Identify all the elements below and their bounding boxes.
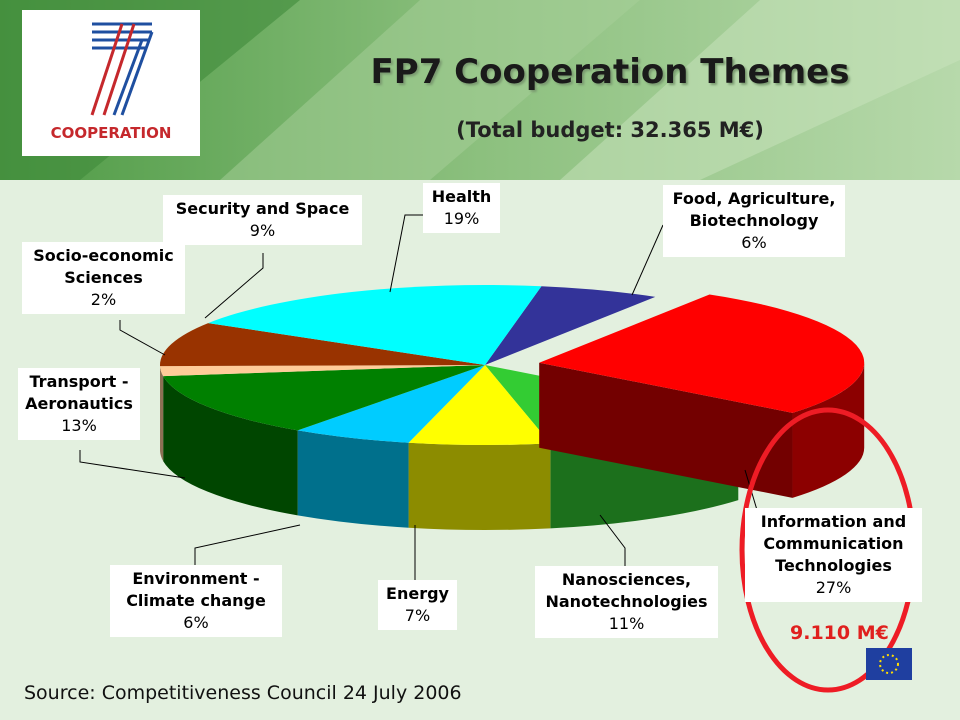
slice-label: Transport - Aeronautics 13% bbox=[18, 368, 140, 440]
value-label: 2% bbox=[90, 290, 117, 309]
slice bbox=[163, 365, 485, 431]
category-label: Socio-economic Sciences bbox=[33, 246, 174, 287]
category-label: Health bbox=[431, 187, 492, 206]
chart-subtitle: (Total budget: 32.365 M€) bbox=[456, 118, 764, 142]
source-note: Source: Competitiveness Council 24 July … bbox=[24, 682, 462, 704]
slice-label: Nanosciences, Nanotechnologies 11% bbox=[535, 566, 718, 638]
value-label: 7% bbox=[404, 606, 431, 625]
slice-label: Environment - Climate change 6% bbox=[110, 565, 282, 637]
leader-line bbox=[194, 524, 301, 565]
value-label: 13% bbox=[61, 416, 97, 435]
category-label: Energy bbox=[386, 584, 449, 603]
pie bbox=[160, 285, 865, 531]
slice-label: Information and Communication Technologi… bbox=[745, 508, 922, 602]
logo: COOPERATION bbox=[22, 10, 200, 156]
leader-line bbox=[204, 253, 264, 319]
slice-side bbox=[408, 442, 551, 531]
slice-label: Health 19% bbox=[423, 183, 500, 233]
category-label: Information and Communication Technologi… bbox=[760, 512, 907, 575]
value-label: 6% bbox=[741, 233, 767, 252]
category-label: Transport - Aeronautics bbox=[25, 372, 133, 413]
slice bbox=[208, 285, 542, 365]
flag bbox=[866, 648, 912, 680]
category-label: Security and Space bbox=[175, 199, 350, 218]
leader-line bbox=[599, 514, 626, 566]
value-label: 11% bbox=[608, 614, 645, 633]
header-stripe bbox=[220, 0, 640, 180]
slice bbox=[160, 365, 485, 377]
slice-label: Energy 7% bbox=[378, 580, 457, 630]
slice-side bbox=[792, 362, 865, 498]
value-label: 27% bbox=[815, 578, 852, 597]
chart-title: FP7 Cooperation Themes bbox=[370, 52, 850, 92]
slice bbox=[539, 294, 865, 413]
slice bbox=[297, 365, 485, 443]
eu-flag bbox=[866, 648, 912, 680]
category-label: Food, Agriculture, Biotechnology bbox=[672, 189, 836, 230]
header-stripe bbox=[560, 0, 960, 180]
slice bbox=[485, 286, 656, 365]
slice-side bbox=[163, 376, 298, 516]
category-label: Nanosciences, Nanotechnologies bbox=[545, 570, 708, 611]
slice-face bbox=[539, 362, 793, 498]
slice-side bbox=[160, 366, 164, 462]
annotation: 9.110 M€ bbox=[790, 622, 889, 644]
leader-line bbox=[631, 224, 664, 296]
value-label: 19% bbox=[443, 209, 480, 228]
slice bbox=[160, 323, 485, 367]
flag-stars bbox=[879, 654, 899, 674]
category-label: Environment - Climate change bbox=[126, 569, 266, 610]
slice-side bbox=[297, 430, 409, 528]
leader-line bbox=[79, 450, 186, 479]
value-label: 6% bbox=[183, 613, 209, 632]
logo-mark bbox=[90, 22, 154, 116]
slice-label: Food, Agriculture, Biotechnology 6% bbox=[663, 185, 845, 257]
slice-label: Socio-economic Sciences 2% bbox=[22, 242, 185, 314]
leader-line bbox=[119, 320, 166, 356]
slice-label: Security and Space 9% bbox=[163, 195, 362, 245]
logo-text: COOPERATION bbox=[50, 124, 172, 142]
leader-line bbox=[389, 214, 423, 293]
slice bbox=[408, 365, 551, 445]
value-label: 9% bbox=[249, 221, 276, 240]
